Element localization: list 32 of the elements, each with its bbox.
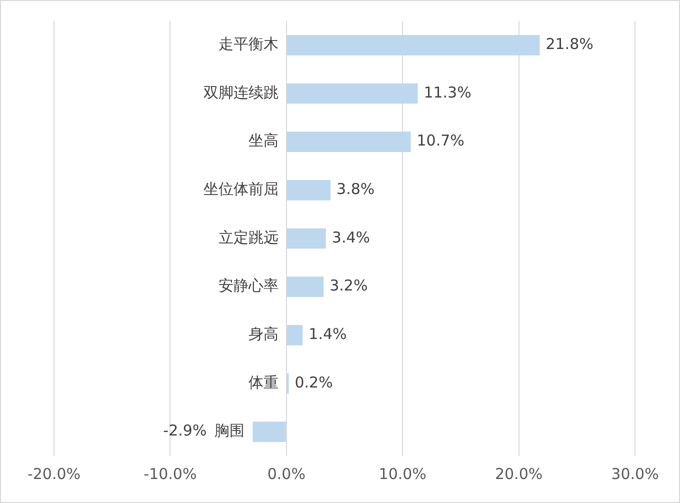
- y-tick-label: 体重: [248, 373, 278, 392]
- y-tick-label: 身高: [248, 325, 278, 344]
- bar: [252, 422, 286, 442]
- x-tick-label: -10.0%: [144, 464, 197, 483]
- bar: [286, 228, 326, 249]
- bar: [286, 276, 324, 297]
- bar: [286, 83, 418, 104]
- x-tick-label: -20.0%: [27, 464, 81, 483]
- x-tick-label: 0.0%: [267, 464, 306, 483]
- bar: [286, 325, 303, 346]
- data-label: 3.4%: [332, 228, 370, 246]
- y-tick-label: 安静心率: [218, 276, 278, 295]
- x-tick-label: 20.0%: [494, 464, 543, 483]
- bar: [286, 132, 411, 152]
- data-label: -2.9%: [163, 422, 207, 440]
- y-tick-label: 走平衡木: [218, 35, 278, 54]
- y-tick-label: 双脚连续跳: [203, 83, 278, 102]
- x-tick-label: 10.0%: [378, 464, 426, 483]
- data-label: 21.8%: [546, 35, 594, 54]
- data-label: 0.2%: [294, 373, 333, 392]
- data-label: 11.3%: [424, 83, 472, 102]
- data-label: 1.4%: [308, 325, 347, 344]
- y-tick-label: 胸围: [214, 422, 245, 440]
- data-label: 3.8%: [336, 180, 375, 198]
- y-tick-label: 坐位体前屈: [203, 180, 278, 198]
- data-label: 10.7%: [416, 132, 464, 150]
- y-tick-label: 坐高: [248, 132, 278, 150]
- data-label: 3.2%: [330, 276, 368, 295]
- bar: [286, 180, 331, 200]
- y-tick-label: 立定跳远: [218, 228, 278, 246]
- x-tick-label: 30.0%: [611, 464, 659, 483]
- bar: [286, 35, 540, 56]
